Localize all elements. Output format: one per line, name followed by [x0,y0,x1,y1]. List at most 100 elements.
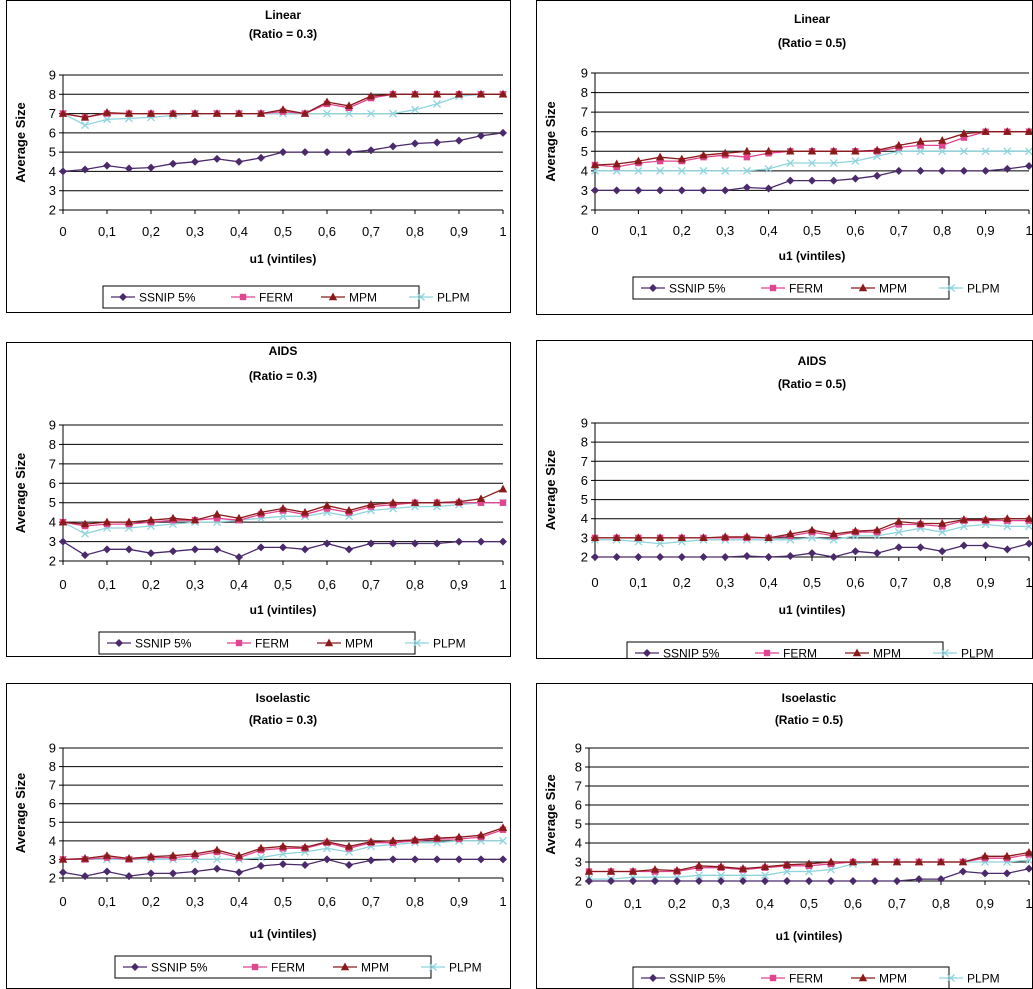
chart-subtitle: (Ratio = 0.5) [778,36,846,50]
x-tick-label: 0 [591,223,598,238]
chart-title: Linear [794,12,830,26]
x-tick-label: 0,2 [142,224,160,239]
data-point [147,549,155,558]
series-ssnip-5- [59,855,507,881]
data-point [279,543,287,552]
x-tick-label: 0,6 [318,577,336,592]
legend-item: PLPM [933,647,994,659]
data-point [677,154,686,163]
x-tick-label: 0,1 [629,223,647,238]
data-point [344,101,354,110]
data-point [786,159,795,167]
data-point [916,137,925,145]
data-point [213,864,221,873]
y-tick-label: 7 [49,456,56,471]
y-tick-label: 6 [49,796,56,811]
data-point [764,533,773,542]
data-point [699,553,708,561]
data-point [279,860,287,869]
data-point [612,553,621,561]
chart-svg: Isoelastic (Ratio = 0.5) 2 3 4 5 6 7 8 9 0 0,1 0,2 0,… [543,691,1032,988]
legend-label: FERM [271,961,305,975]
data-point [432,498,442,506]
chart-panel-isoelastic-ratio-05: Isoelastic (Ratio = 0.5) 2 3 4 5 6 7 8 9 0 0,1 0,2 0,… [536,683,1033,989]
data-point [477,855,485,864]
legend-label: SSNIP 5% [139,291,196,305]
data-point [655,152,665,161]
data-point [960,134,968,141]
data-point [764,164,773,173]
legend-item: SSNIP 5% [107,637,192,651]
data-point [455,136,463,145]
data-point [367,146,375,155]
legend-item: SSNIP 5% [123,961,208,975]
data-point [656,539,665,548]
chart-title: AIDS [798,354,827,368]
series-ssnip-5- [59,537,507,562]
data-point [345,109,353,118]
data-point [936,857,946,866]
y-tick-label: 7 [575,779,582,794]
data-point [829,159,838,167]
y-tick-label: 7 [49,778,56,793]
y-tick-label: 5 [49,495,56,510]
data-point [1025,539,1032,548]
data-point [1024,127,1032,135]
x-tick-label: 0,7 [362,577,380,592]
data-point [612,533,621,542]
y-tick-label: 2 [581,550,588,565]
legend-marker [119,293,127,301]
data-point [916,519,925,527]
data-point [848,857,858,866]
data-point [81,551,89,560]
y-tick-label: 9 [49,418,56,433]
legend: SSNIP 5% FERM MPM PLPM [114,955,482,979]
data-point [301,545,309,554]
data-point [366,500,376,508]
data-point [411,139,419,148]
x-tick-label: 0,9 [976,896,994,911]
y-axis-label: Average Size [13,453,28,533]
data-point [742,146,752,155]
legend-label: PLPM [449,961,482,975]
data-point [808,176,816,185]
data-point [699,166,708,175]
data-point [301,148,309,157]
legend-marker [115,639,123,647]
legend-label: PLPM [961,647,994,659]
x-tick-label: 0,4 [230,224,248,239]
legend-item: SSNIP 5% [111,291,196,305]
legend-marker [763,649,771,657]
y-tick-label: 4 [49,164,56,179]
data-point [1024,848,1032,856]
legend-label: SSNIP 5% [669,972,726,986]
data-point [782,860,792,869]
data-point [916,147,925,156]
data-point [213,515,221,522]
data-point [367,856,375,865]
data-point [590,533,600,542]
legend-label: PLPM [967,972,1000,986]
data-point [124,517,134,526]
x-tick-label: 0,4 [760,223,778,238]
data-point [805,867,813,876]
data-point [699,186,708,195]
data-point [256,843,266,852]
data-point [894,166,903,175]
data-point [300,109,310,117]
data-point [433,99,441,108]
x-tick-label: 0,1 [98,224,116,239]
data-point [454,497,464,505]
series-mpm [58,484,508,528]
data-point [761,877,769,885]
x-tick-label: 0,7 [362,894,380,909]
data-point [257,153,265,162]
legend-label: FERM [789,972,823,986]
data-point [278,841,288,850]
x-tick-label: 0,2 [673,575,691,590]
data-point [257,853,265,862]
y-tick-label: 5 [581,492,588,507]
data-point [851,157,860,166]
x-tick-label: 0,6 [846,223,864,238]
y-tick-label: 8 [575,760,582,775]
